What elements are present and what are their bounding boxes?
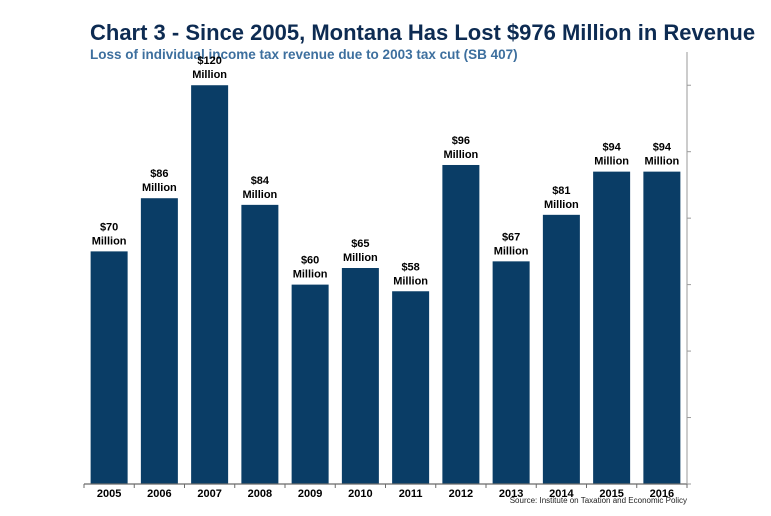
chart-subtitle: Loss of individual income tax revenue du… <box>90 47 518 62</box>
bars-group <box>90 85 681 485</box>
bar-2014 <box>542 214 580 485</box>
x-tick-label: 2015 <box>599 488 623 500</box>
data-label-amount: $70 <box>100 221 118 233</box>
bar-2005 <box>90 251 128 484</box>
data-label-unit: Million <box>443 149 478 161</box>
x-tick-label: 2011 <box>399 488 423 500</box>
data-label-amount: $94 <box>602 142 621 154</box>
data-label-amount: $84 <box>251 175 270 187</box>
data-label-unit: Million <box>293 269 328 281</box>
x-tick-label: 2008 <box>248 488 272 500</box>
x-tick-label: 2006 <box>147 488 171 500</box>
x-tick-label: 2013 <box>499 488 523 500</box>
chart-title: Chart 3 - Since 2005, Montana Has Lost $… <box>90 20 756 45</box>
x-tick-label: 2012 <box>449 488 473 500</box>
bar-2011 <box>392 291 430 484</box>
data-label-unit: Million <box>242 189 277 201</box>
x-tick-label: 2016 <box>650 488 674 500</box>
data-label-amount: $60 <box>301 255 319 267</box>
data-label-amount: $65 <box>351 238 369 250</box>
bar-2008 <box>241 204 279 484</box>
x-tick-label: 2005 <box>97 488 121 500</box>
data-label-amount: $94 <box>653 142 672 154</box>
data-label-unit: Million <box>92 235 127 247</box>
data-label-unit: Million <box>644 156 679 168</box>
source-note: Source: Institute on Taxation and Econom… <box>509 496 687 505</box>
x-tick-label: 2010 <box>348 488 372 500</box>
data-label-amount: $58 <box>401 261 419 273</box>
x-tick-label: 2014 <box>549 488 574 500</box>
bar-2010 <box>341 268 379 484</box>
bar-2015 <box>593 171 631 484</box>
bar-2009 <box>291 284 329 484</box>
bar-2006 <box>140 198 178 484</box>
data-label-unit: Million <box>544 199 579 211</box>
data-label-amount: $81 <box>552 185 570 197</box>
x-tick-label: 2009 <box>298 488 322 500</box>
axes-group: 2005 2006 2007 2008 2009 2010 2011 2012 2013 2014… <box>83 52 691 500</box>
x-tick-label: 2007 <box>197 488 221 500</box>
data-label-unit: Million <box>594 156 629 168</box>
data-label-amount: $86 <box>150 168 168 180</box>
data-label-amount: $120 <box>197 55 221 67</box>
value-labels-group: $70 Million $86 Million $120 Million $84 Millio… <box>92 55 680 287</box>
data-label-unit: Million <box>343 252 378 264</box>
data-label-unit: Million <box>393 275 428 287</box>
data-label-amount: $96 <box>452 135 470 147</box>
data-label-unit: Million <box>494 245 529 257</box>
bar-2016 <box>643 171 681 484</box>
data-label-amount: $67 <box>502 231 520 243</box>
bar-2007 <box>191 85 229 484</box>
data-label-unit: Million <box>192 69 227 81</box>
data-label-unit: Million <box>142 182 177 194</box>
bar-2013 <box>492 261 530 484</box>
bar-2012 <box>442 164 480 484</box>
